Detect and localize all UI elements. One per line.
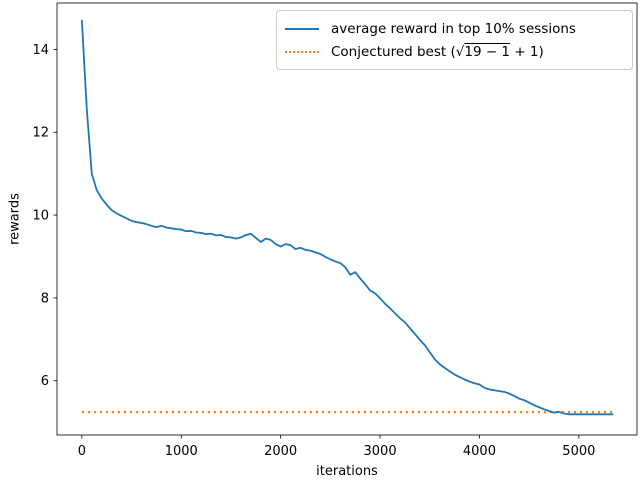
legend-line-sample-dotted xyxy=(285,50,319,53)
average-reward-curve xyxy=(80,19,614,416)
x-axis-label: iterations xyxy=(316,464,378,479)
legend-line-sample-solid xyxy=(285,27,319,30)
legend-label-conjectured-best: Conjectured best (√19 − 1 + 1) xyxy=(331,44,544,60)
sqrt-sign: √ xyxy=(455,43,465,60)
sqrt-radicand: 19 − 1 xyxy=(464,43,511,60)
legend-label-suffix: + 1) xyxy=(510,43,544,60)
legend-label-prefix: Conjectured best ( xyxy=(331,43,456,60)
x-tick-label: 3000 xyxy=(364,444,397,459)
y-tick-label: 14 xyxy=(32,43,49,58)
x-tick-label: 5000 xyxy=(562,444,595,459)
y-tick-label: 6 xyxy=(41,374,49,389)
plot-area xyxy=(56,2,638,436)
legend-item-average-reward: average reward in top 10% sessions xyxy=(285,21,622,37)
x-tick-label: 1000 xyxy=(165,444,198,459)
x-tick-label: 0 xyxy=(78,444,86,459)
legend-label-average-reward: average reward in top 10% sessions xyxy=(331,20,576,37)
y-tick-label: 12 xyxy=(32,126,49,141)
legend: average reward in top 10% sessions Conje… xyxy=(276,10,633,70)
x-tick-label: 2000 xyxy=(264,444,297,459)
y-tick-label: 8 xyxy=(41,291,49,306)
y-axis-label: rewards xyxy=(7,193,23,245)
y-tick-label: 10 xyxy=(32,209,49,224)
x-tick-label: 4000 xyxy=(463,444,496,459)
legend-item-conjectured-best: Conjectured best (√19 − 1 + 1) xyxy=(285,44,622,60)
